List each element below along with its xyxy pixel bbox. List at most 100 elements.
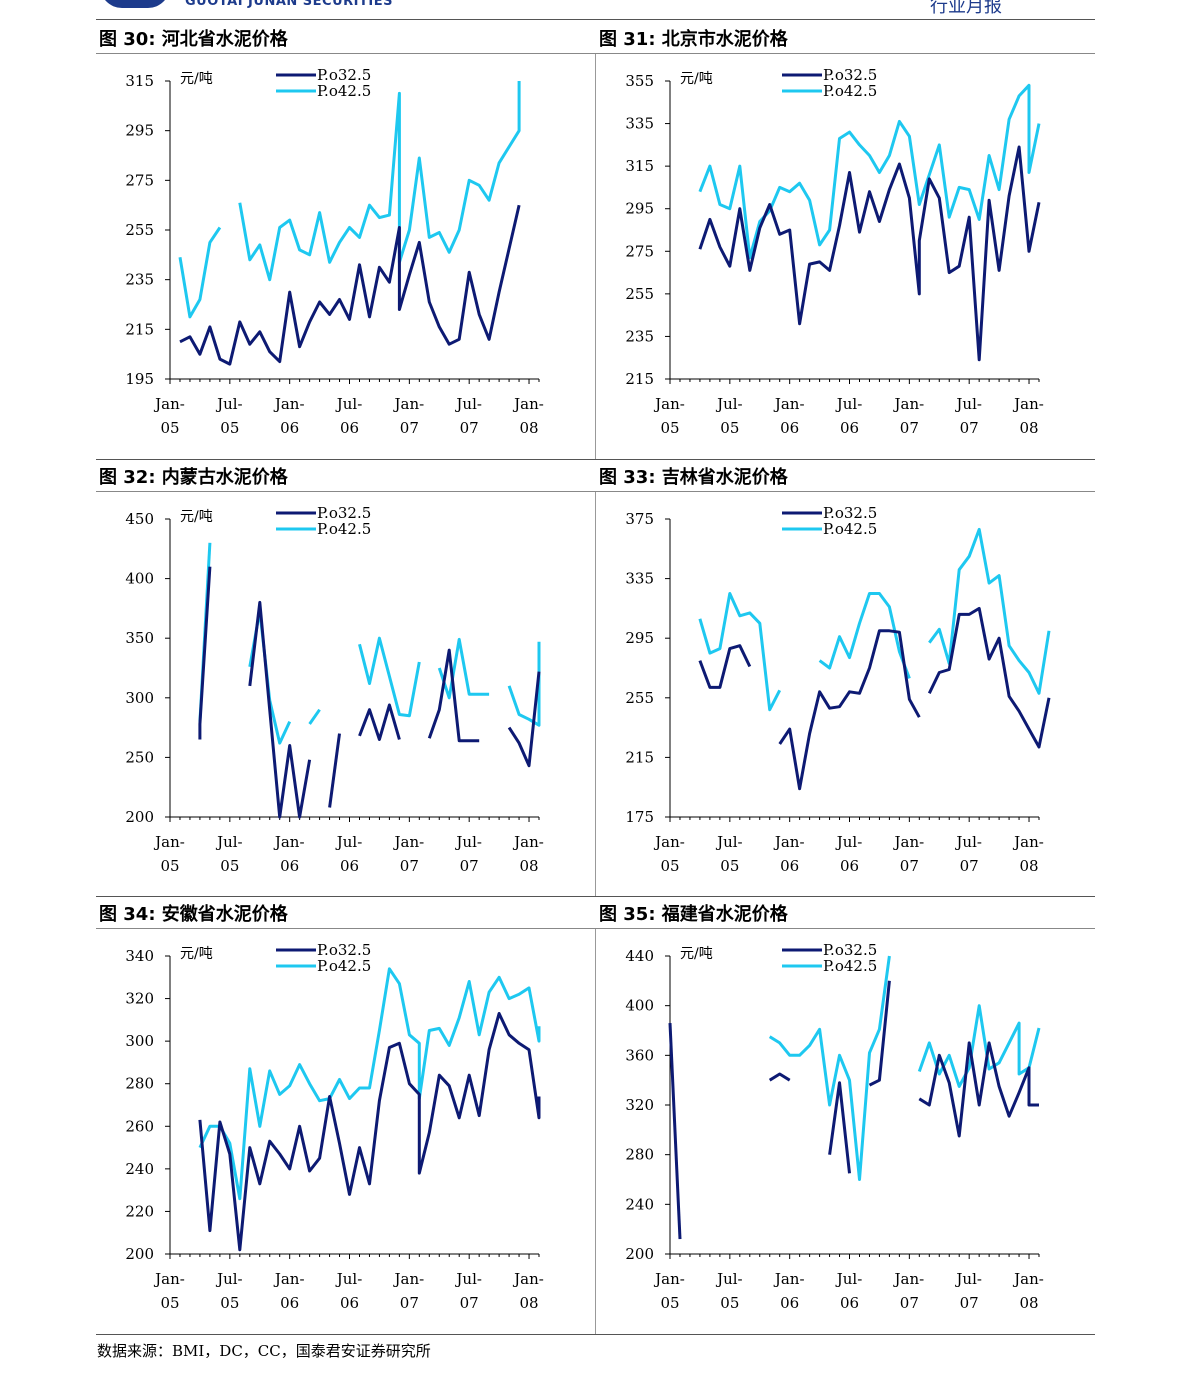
x-tick-label-top: Jul- [335, 1270, 363, 1288]
x-tick-label-bottom: 08 [1019, 857, 1038, 875]
x-tick-label-bottom: 08 [519, 857, 538, 875]
y-tick-label: 220 [125, 1202, 154, 1220]
y-unit-label: 元/吨 [180, 946, 213, 962]
footer-rule [96, 1334, 1095, 1335]
source-note: 数据来源：BMI，DC，CC，国泰君安证券研究所 [97, 1342, 431, 1360]
y-tick-label: 195 [125, 370, 154, 388]
x-tick-label-bottom: 05 [660, 1294, 679, 1312]
y-tick-label: 320 [625, 1096, 654, 1114]
x-tick-label-top: Jul- [715, 395, 743, 413]
y-tick-label: 450 [125, 510, 154, 528]
x-tick-label-bottom: 07 [960, 419, 979, 437]
x-tick-label-bottom: 06 [840, 419, 859, 437]
x-tick-label-top: Jan- [893, 1270, 925, 1288]
chart-title-number: 34: [123, 904, 162, 925]
x-tick-label-bottom: 08 [519, 1294, 538, 1312]
series-line-p425 [698, 592, 782, 712]
x-tick-label-top: Jul- [954, 395, 982, 413]
x-tick-label-top: Jul- [335, 833, 363, 851]
x-tick-label-bottom: 08 [519, 419, 538, 437]
chart-title-prefix: 图 [99, 467, 124, 488]
y-tick-label: 300 [125, 689, 154, 707]
chart-title-text: 北京市水泥价格 [661, 29, 788, 50]
y-unit-label: 元/吨 [180, 71, 213, 87]
y-tick-label: 250 [125, 748, 154, 766]
x-tick-label-top: Jan- [153, 833, 185, 851]
x-tick-label-bottom: 06 [780, 419, 799, 437]
legend-label: P.o42.5 [823, 957, 877, 975]
series-line-p425 [507, 641, 541, 727]
y-tick-label: 320 [125, 990, 154, 1008]
x-tick-label-top: Jan- [512, 1270, 544, 1288]
x-tick-label-bottom: 06 [280, 419, 299, 437]
x-tick-label-bottom: 07 [400, 419, 419, 437]
column-separator [595, 492, 596, 897]
y-tick-label: 240 [125, 1160, 154, 1178]
x-tick-label-bottom: 06 [340, 419, 359, 437]
series-line-p425 [768, 955, 891, 1181]
x-tick-label-bottom: 05 [160, 419, 179, 437]
series-line-p325 [828, 1081, 851, 1174]
x-tick-label-bottom: 07 [960, 857, 979, 875]
x-tick-label-bottom: 06 [280, 857, 299, 875]
x-tick-label-bottom: 07 [900, 857, 919, 875]
chart-title-number: 35: [623, 904, 662, 925]
y-tick-label: 200 [125, 808, 154, 826]
x-tick-label-top: Jan- [512, 833, 544, 851]
x-tick-label-bottom: 06 [280, 1294, 299, 1312]
series-line-p325 [668, 1023, 682, 1240]
x-tick-label-top: Jan- [273, 833, 305, 851]
x-tick-label-top: Jan- [393, 395, 425, 413]
y-tick-label: 440 [625, 947, 654, 965]
column-separator [595, 929, 596, 1334]
y-tick-label: 275 [125, 171, 154, 189]
y-tick-label: 350 [125, 629, 154, 647]
y-tick-label: 315 [125, 72, 154, 90]
x-tick-label-top: Jul- [454, 1270, 482, 1288]
x-tick-label-top: Jul- [454, 833, 482, 851]
chart-title-prefix: 图 [599, 467, 624, 488]
line-chart-fig31: 215 235 255 275 295 315 335 355 Jan- 05 Jul- 05 Jan-… [625, 66, 1044, 437]
x-tick-label-bottom: 06 [780, 857, 799, 875]
y-tick-label: 255 [625, 285, 654, 303]
x-tick-label-bottom: 05 [220, 419, 239, 437]
chart-title-prefix: 图 [599, 904, 624, 925]
x-tick-label-bottom: 07 [460, 857, 479, 875]
x-tick-label-top: Jan- [653, 833, 685, 851]
y-tick-label: 175 [625, 808, 654, 826]
legend-label: P.o42.5 [317, 82, 371, 100]
x-tick-label-bottom: 07 [900, 1294, 919, 1312]
x-tick-label-top: Jul- [954, 833, 982, 851]
x-tick-label-top: Jul- [954, 1270, 982, 1288]
series-line-p325 [698, 644, 752, 689]
series-line-p425 [917, 1004, 1041, 1088]
series-line-p325 [198, 566, 212, 740]
x-tick-label-bottom: 05 [220, 1294, 239, 1312]
legend-label: P.o42.5 [317, 520, 371, 538]
x-tick-label-top: Jul- [215, 1270, 243, 1288]
y-tick-label: 400 [625, 997, 654, 1015]
legend-label: P.o42.5 [317, 957, 371, 975]
y-tick-label: 280 [625, 1146, 654, 1164]
legend-label: P.o32.5 [317, 504, 371, 522]
x-tick-label-top: Jul- [335, 395, 363, 413]
x-tick-label-top: Jul- [215, 833, 243, 851]
page-header: GUOTAI JUNAN SECURITIES 行业月报 [0, 0, 1190, 22]
series-line-p325 [179, 204, 521, 366]
y-tick-label: 200 [625, 1245, 654, 1263]
series-line-p325 [198, 1012, 541, 1252]
x-tick-label-bottom: 08 [1019, 419, 1038, 437]
x-tick-label-top: Jan- [893, 395, 925, 413]
chart-title: 图 33: 吉林省水泥价格 [599, 463, 788, 489]
legend-label: P.o32.5 [823, 941, 877, 959]
series-line-p325 [918, 1041, 1039, 1138]
line-chart-fig35: 200 240 280 320 360 400 440 Jan- 05 Jul- 05 Jan- 06 J… [625, 941, 1044, 1312]
x-tick-label-bottom: 05 [220, 857, 239, 875]
x-tick-label-top: Jul- [454, 395, 482, 413]
y-tick-label: 335 [625, 115, 654, 133]
y-tick-label: 295 [125, 122, 154, 140]
y-tick-label: 295 [625, 200, 654, 218]
series-line-p325 [358, 703, 401, 741]
y-tick-label: 300 [125, 1032, 154, 1050]
series-line-p425 [198, 967, 541, 1201]
